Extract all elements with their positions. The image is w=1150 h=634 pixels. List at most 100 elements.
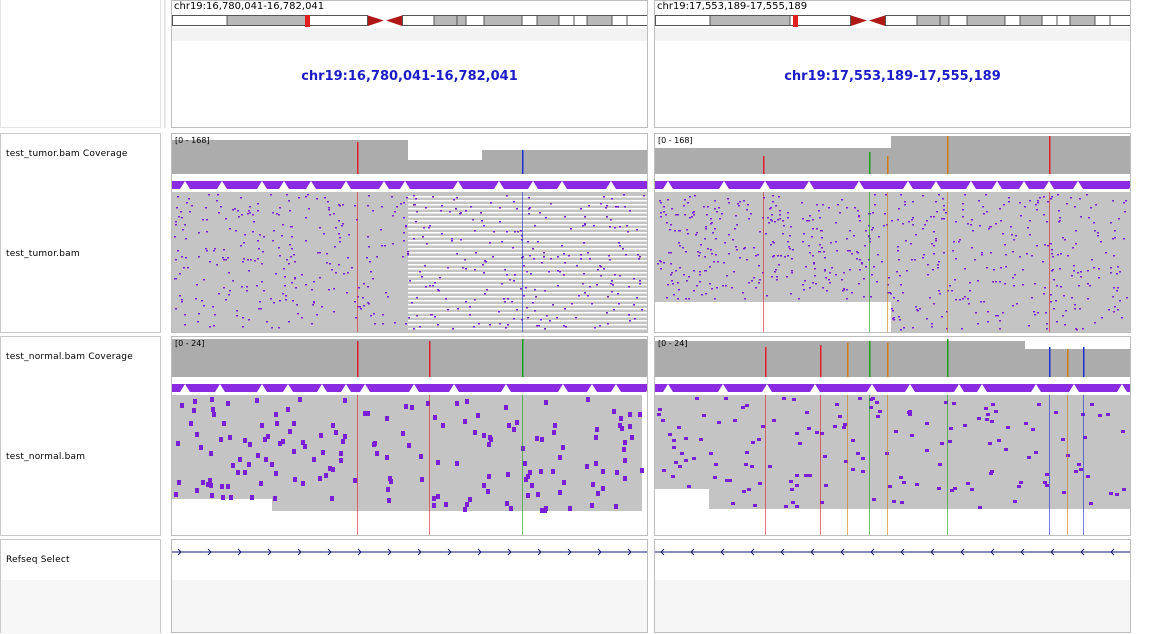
mismatch [600, 266, 602, 268]
mismatch [264, 457, 268, 462]
mismatch [1019, 202, 1021, 204]
mismatch [990, 252, 992, 254]
refseq-track-name[interactable]: Refseq Select [6, 555, 70, 565]
mismatch [188, 198, 190, 200]
mismatch [865, 230, 867, 232]
strand-arrow [870, 548, 875, 556]
mismatch [209, 483, 213, 488]
mismatch [811, 236, 813, 238]
tumor-panel-left[interactable]: [0 - 168] [171, 133, 648, 333]
mismatch [301, 481, 305, 486]
mismatch [270, 298, 272, 300]
mismatch [902, 292, 904, 294]
mismatch [189, 421, 193, 426]
mismatch [670, 224, 672, 226]
mismatch [639, 283, 641, 285]
tumor-coverage-track-name[interactable]: test_tumor.bam Coverage [6, 149, 128, 159]
mismatch [963, 424, 967, 427]
normal-alignment-canvas-left[interactable] [172, 337, 648, 536]
mismatch [753, 247, 755, 249]
mismatch [835, 241, 837, 243]
tumor-alignment-canvas-right[interactable] [655, 134, 1131, 333]
mismatch [440, 210, 442, 212]
mismatch [248, 319, 250, 321]
tumor-alignment-canvas-left[interactable] [172, 134, 648, 333]
mismatch [1024, 206, 1026, 208]
refseq-panel-left[interactable] [171, 539, 648, 633]
mismatch [1051, 270, 1053, 272]
mismatch [747, 488, 751, 491]
mismatch [584, 223, 586, 225]
mismatch [1064, 239, 1066, 241]
refseq-gene-left[interactable] [172, 540, 648, 580]
insertion-strip [655, 384, 1130, 392]
mismatch [696, 285, 698, 287]
mismatch [711, 288, 713, 290]
mismatch [373, 313, 375, 315]
normal-bam-track-name[interactable]: test_normal.bam [6, 452, 86, 462]
left-center-locus[interactable]: chr19:16,780,041-16,782,041 [301, 69, 518, 84]
mismatch [806, 220, 808, 222]
mismatch [248, 442, 252, 447]
normal-alignment-canvas-right[interactable] [655, 337, 1131, 536]
mismatch [305, 284, 307, 286]
right-center-locus[interactable]: chr19:17,553,189-17,555,189 [784, 69, 1001, 84]
mismatch [695, 397, 699, 400]
mismatch [449, 211, 451, 213]
mismatch [636, 229, 638, 231]
mismatch [636, 297, 638, 299]
variant-allele [1083, 347, 1085, 377]
insertion-gap [360, 384, 370, 392]
mismatch [988, 228, 990, 230]
mismatch [468, 497, 472, 502]
mismatch [671, 208, 673, 210]
mismatch [432, 285, 434, 287]
mismatch [736, 249, 738, 251]
normal-panel-left[interactable]: [0 - 24] [171, 336, 648, 536]
tumor-panel-right[interactable]: [0 - 168] [654, 133, 1131, 333]
mismatch [618, 303, 620, 305]
mismatch [906, 270, 908, 272]
mismatch [791, 272, 793, 274]
mismatch [693, 214, 695, 216]
mismatch [1013, 285, 1015, 287]
mismatch [413, 238, 415, 240]
mismatch [486, 289, 488, 291]
mismatch [282, 224, 284, 226]
mismatch [576, 265, 578, 267]
normal-coverage-track-name[interactable]: test_normal.bam Coverage [6, 352, 133, 362]
read-gap [408, 296, 647, 298]
mismatch [263, 290, 265, 292]
mismatch [894, 430, 898, 433]
mismatch [1094, 322, 1096, 324]
mismatch [995, 281, 997, 283]
mismatch [526, 493, 530, 498]
strand-arrow [720, 548, 725, 556]
read-gap [408, 328, 647, 330]
normal-panel-right[interactable]: [0 - 24] [654, 336, 1131, 536]
mismatch [971, 247, 973, 249]
mismatch [755, 287, 757, 289]
mismatch [343, 434, 347, 439]
mismatch [731, 502, 735, 505]
mismatch [594, 327, 596, 329]
refseq-panel-right[interactable] [654, 539, 1131, 633]
chromosome-ideogram-left[interactable] [172, 15, 648, 27]
chromosome-ideogram-right[interactable] [655, 15, 1131, 27]
mismatch [197, 321, 199, 323]
mismatch [503, 298, 505, 300]
mismatch [305, 196, 307, 198]
mismatch [667, 284, 669, 286]
mismatch [821, 237, 823, 239]
mismatch [633, 304, 635, 306]
mismatch [293, 477, 297, 482]
mismatch [528, 213, 530, 215]
mismatch [231, 463, 235, 468]
mismatch [805, 266, 807, 268]
refseq-gene-right[interactable] [655, 540, 1131, 580]
mismatch [663, 211, 665, 213]
mismatch [888, 277, 890, 279]
tumor-bam-track-name[interactable]: test_tumor.bam [6, 249, 80, 259]
mismatch [823, 251, 825, 253]
mismatch [714, 200, 716, 202]
